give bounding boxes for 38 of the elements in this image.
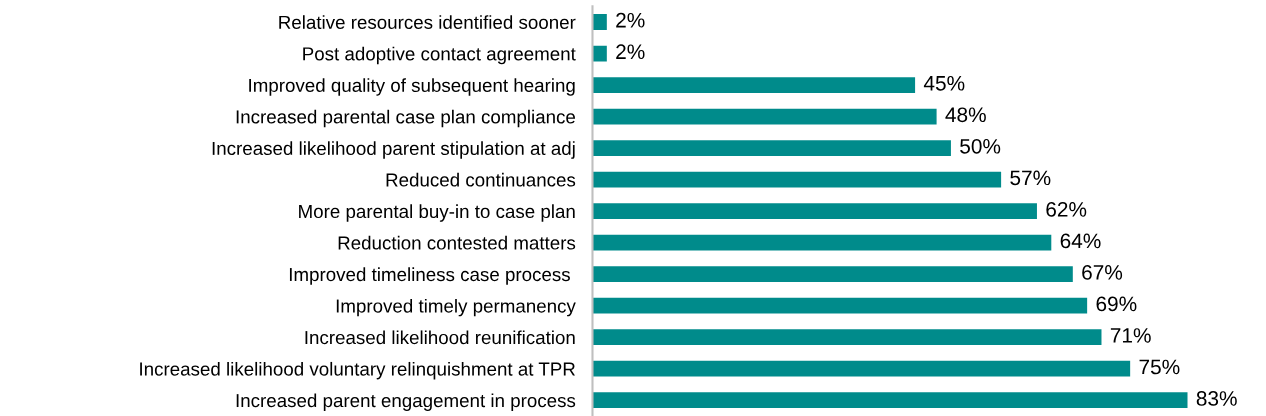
y-tick-label: Increased likelihood parent stipulation at adj: [212, 141, 575, 159]
bar: [592, 234, 1052, 251]
y-tick-label: Increased parent engagement in process: [236, 393, 576, 411]
bar: [592, 329, 1102, 346]
bar: [592, 392, 1188, 409]
data-label: 83%: [1196, 391, 1237, 406]
data-label: 50%: [960, 138, 1001, 154]
bar: [592, 14, 607, 30]
y-tick-label: Improved timeliness case process: [289, 267, 570, 285]
bar: [592, 77, 916, 93]
bar: [592, 297, 1088, 314]
bar: [592, 203, 1037, 219]
y-tick-label: Increased parental case plan compliance: [236, 109, 576, 128]
data-label: 45%: [923, 75, 965, 91]
data-label: 71%: [1110, 328, 1151, 343]
data-label: 2%: [616, 12, 645, 28]
y-tick-label: Improved quality of subsequent hearing: [249, 78, 575, 96]
data-label: 69%: [1096, 296, 1137, 312]
y-tick-label: Reduced continuances: [386, 172, 576, 187]
bar: [592, 360, 1131, 377]
bar: [592, 266, 1073, 283]
data-label: 57%: [1010, 170, 1051, 186]
y-tick-label: Increased likelihood reunification: [305, 330, 575, 345]
y-tick-label: Increased likelihood voluntary relinquishment at TPR: [140, 361, 575, 380]
y-tick-label: Relative resources identified sooner: [279, 15, 576, 29]
y-tick-label: Improved timely permanency: [336, 298, 576, 317]
y-tick-label: Reduction contested matters: [338, 235, 576, 250]
data-label: 62%: [1046, 201, 1087, 217]
data-label: 64%: [1060, 233, 1101, 249]
bar: [592, 108, 937, 125]
bar: [592, 171, 1002, 188]
data-label: 75%: [1139, 359, 1180, 375]
data-label: 67%: [1082, 265, 1123, 280]
y-tick-label: More parental buy-in to case plan: [299, 204, 575, 222]
bar: [592, 140, 951, 156]
data-label: 48%: [945, 107, 986, 123]
y-tick-label: Post adoptive contact agreement: [303, 46, 576, 65]
data-label: 2%: [616, 44, 645, 60]
